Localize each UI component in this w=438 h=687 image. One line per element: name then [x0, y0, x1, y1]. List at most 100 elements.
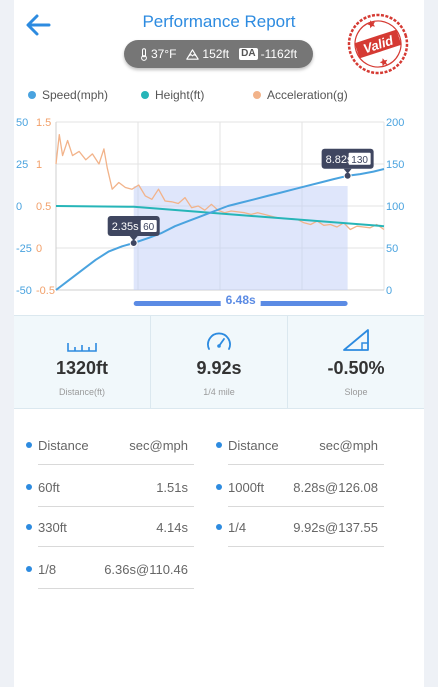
back-button[interactable] [22, 10, 54, 40]
stamp-text: Valid [361, 32, 396, 56]
slope-icon [343, 329, 369, 351]
split-label: 60ft [38, 480, 60, 495]
divider [228, 464, 384, 465]
speed-series-line [55, 168, 385, 291]
da-badge: DA [239, 48, 258, 60]
bullet-icon [26, 442, 32, 448]
thermometer-icon [141, 47, 147, 61]
marker-value-label: 60 [143, 222, 155, 233]
bullet-icon [26, 484, 32, 490]
bullet-icon [26, 566, 32, 572]
height-tick-label: 200 [386, 117, 404, 129]
split-value: 1.51s [156, 480, 188, 495]
acceleration-tick-label: -0.5 [36, 285, 55, 297]
bullet-icon [216, 442, 222, 448]
divider [38, 464, 194, 465]
height-tick-label: 100 [386, 201, 404, 213]
duration-label: 6.48s [226, 293, 256, 307]
legend-item-speed[interactable]: Speed(mph) [28, 88, 108, 102]
speed-tick-label: 0 [16, 201, 22, 213]
elevation-value: 152ft [202, 47, 230, 61]
chart-legend: Speed(mph) Height(ft) Acceleration(g) [24, 88, 414, 104]
mountain-icon [186, 48, 200, 60]
marker-time-label: 2.35s [112, 221, 139, 233]
speed-tick-label: -50 [16, 285, 32, 297]
duration-label-bg [220, 292, 261, 308]
bullet-icon [216, 484, 222, 490]
marker-time-label: 8.82s [326, 154, 353, 166]
divider [38, 546, 194, 547]
ruler-icon [67, 343, 97, 352]
split-cell: Distance sec@mph [204, 425, 384, 465]
page-title: Performance Report [142, 12, 296, 31]
divider [38, 588, 194, 589]
chart-svg[interactable]: 6.48s 50 25 0 -25 -50 1.5 1 0.5 0 -0.5 200 150 100 50… [14, 110, 424, 315]
stat-slope: -0.50% Slope [287, 316, 424, 408]
performance-report-page: Performance Report Valid 37°F [14, 0, 424, 687]
marker-value-label: 130 [351, 155, 368, 166]
density-altitude-item: DA -1162ft [239, 47, 297, 61]
stats-panel: 1320ft Distance(ft) 9.92s 1/4 mile -0 [14, 315, 424, 409]
stat-time-value: 9.92s [196, 358, 242, 378]
height-dot-icon [141, 91, 149, 99]
split-label: 330ft [38, 520, 67, 535]
split-header-label: Distance [228, 438, 279, 453]
performance-chart[interactable]: 6.48s 50 25 0 -25 -50 1.5 1 0.5 0 -0.5 200 150 100 50… [14, 110, 424, 315]
density-altitude-value: -1162ft [260, 47, 298, 61]
speed-tick-label: 25 [16, 159, 28, 171]
acceleration-series-line [55, 133, 385, 231]
legend-item-height[interactable]: Height(ft) [141, 88, 204, 102]
stat-slope-label: Slope [344, 387, 368, 397]
divider [228, 546, 384, 547]
speedometer-icon [207, 332, 231, 350]
split-header-value: sec@mph [319, 438, 378, 453]
stat-slope-value: -0.50% [327, 358, 385, 378]
divider [228, 506, 384, 507]
split-cell: 1000ft 8.28s@126.08 [204, 467, 384, 507]
split-cell: 60ft 1.51s [14, 467, 194, 507]
stat-distance: 1320ft Distance(ft) [14, 316, 150, 408]
bullet-icon [26, 524, 32, 530]
split-label: 1000ft [228, 480, 265, 495]
split-value: 8.28s@126.08 [293, 480, 378, 495]
acceleration-tick-label: 0 [36, 243, 42, 255]
marker-tooltip-arrow [343, 168, 352, 174]
acceleration-tick-label: 1.5 [36, 117, 51, 129]
elevation-item: 152ft [186, 47, 229, 61]
split-cell: 330ft 4.14s [14, 507, 194, 547]
speed-tick-label: -25 [16, 243, 32, 255]
legend-speed-label: Speed(mph) [42, 88, 109, 102]
stat-distance-label: Distance(ft) [58, 387, 105, 397]
temperature-value: 37°F [150, 47, 177, 61]
split-cell: 1/4 9.92s@137.55 [204, 507, 384, 547]
split-label: 1/8 [38, 562, 57, 577]
legend-height-label: Height(ft) [155, 88, 205, 102]
marker-value-badge [140, 219, 157, 232]
height-tick-label: 150 [386, 159, 404, 171]
legend-item-acceleration[interactable]: Acceleration(g) [253, 88, 348, 102]
speed-dot-icon [28, 91, 36, 99]
split-cell: 1/8 6.36s@110.46 [14, 549, 194, 589]
split-header-label: Distance [38, 438, 89, 453]
split-value: 4.14s [156, 520, 188, 535]
stat-quarter-mile: 9.92s 1/4 mile [150, 316, 287, 408]
height-tick-label: 50 [386, 243, 398, 255]
speed-tick-label: 50 [16, 117, 28, 129]
arrow-left-icon [26, 14, 51, 36]
legend-acceleration-label: Acceleration(g) [267, 88, 348, 102]
marker-tooltip-arrow [129, 235, 138, 241]
bullet-icon [216, 524, 222, 530]
height-series-line [55, 205, 385, 228]
split-label: 1/4 [228, 520, 247, 535]
conditions-pill: 37°F 152ft DA -1162ft [124, 40, 313, 68]
split-value: 9.92s@137.55 [293, 520, 378, 535]
height-tick-label: 0 [386, 285, 392, 297]
split-header-value: sec@mph [129, 438, 188, 453]
temperature-item: 37°F [140, 47, 176, 61]
stat-distance-value: 1320ft [55, 358, 109, 378]
stat-time-label: 1/4 mile [203, 387, 235, 397]
split-cell: Distance sec@mph [14, 425, 194, 465]
acceleration-tick-label: 1 [36, 159, 42, 171]
acceleration-dot-icon [253, 91, 261, 99]
acceleration-tick-label: 0.5 [36, 201, 51, 213]
